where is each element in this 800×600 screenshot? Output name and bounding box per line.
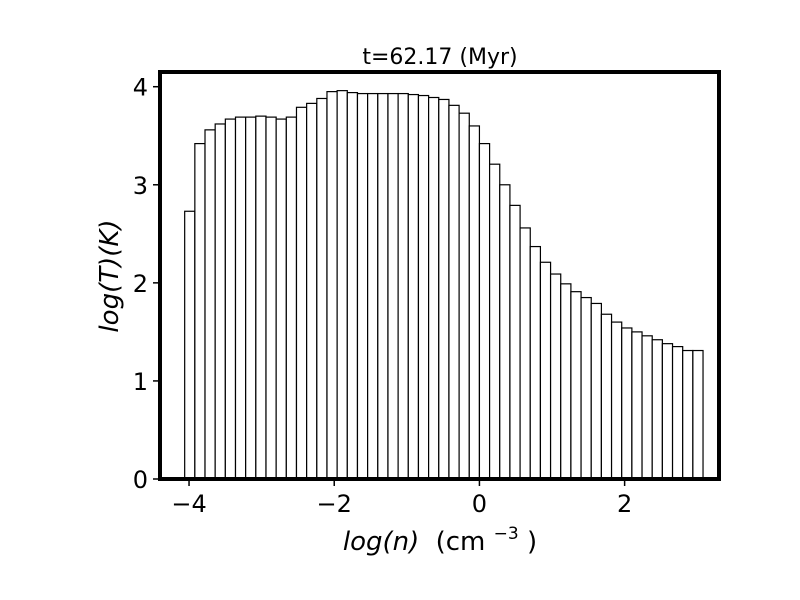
x-axis-unit-base: (cm [436,527,486,557]
histogram-bar [560,283,572,480]
histogram-bar [377,92,389,480]
histogram-bar [265,116,277,480]
plot-frame [158,70,721,481]
histogram-bar [275,118,287,480]
histogram-bar [336,90,348,480]
histogram-bar [397,92,409,480]
histogram-bar [580,296,592,480]
histogram-bar [295,106,308,480]
x-axis-label: log(n) (cm −3 ) [343,516,537,557]
histogram-bar [468,125,481,480]
y-tick-label: 3 [133,172,148,200]
histogram-bar [590,302,602,480]
histogram-bar [610,321,623,480]
histogram-bar [346,91,359,480]
histogram-bar [306,102,318,480]
chart-title: t=62.17 (Myr) [362,45,517,70]
histogram-bar [600,313,613,480]
histogram-bar [529,245,542,480]
histogram-bar [438,98,450,480]
histogram-bar [499,184,511,480]
histogram-bar [621,327,633,480]
histogram-bar [224,118,237,480]
histogram-bar [184,210,196,480]
histogram-bar [519,227,531,480]
histogram-bar [387,92,399,480]
y-tick-label: 0 [133,466,148,494]
histogram-bar [194,142,206,480]
histogram-bar [234,116,247,480]
histogram-bar [326,91,338,480]
histogram-bar [448,104,460,480]
histogram-bar [356,92,369,480]
histogram-bar [692,349,704,480]
histogram-bar [478,142,491,480]
histogram-bar [651,339,663,480]
histogram-bar [367,92,379,480]
y-ticks-group: 0 1 2 3 4 [133,74,160,494]
x-tick-label: 0 [472,490,487,518]
histogram-bar [204,129,216,480]
x-axis-unit-close: ) [527,527,537,557]
histogram-bar [682,349,694,480]
histogram-bar [631,331,643,480]
x-tick-label: −2 [317,490,352,518]
histogram-bar [316,97,328,480]
histogram-bar [417,94,430,480]
x-tick-label: 2 [617,490,632,518]
histogram-bar [245,116,257,480]
histogram-bar [285,116,298,480]
x-ticks-group: −4 −2 0 2 [171,479,632,518]
histogram-bar [214,123,226,480]
x-axis-unit-exponent: −3 [494,524,519,544]
x-tick-label: −4 [171,490,206,518]
y-tick-label: 2 [133,270,148,298]
y-tick-label: 4 [133,74,148,102]
y-axis-label: log(T)(K) [95,219,125,332]
y-tick-label: 1 [133,368,148,396]
x-axis-variable: log(n) [343,527,419,557]
histogram-bar [428,96,440,480]
histogram-bar [509,204,521,480]
histogram-bar [671,346,684,480]
histogram-bar [549,273,562,480]
histogram-bar [539,261,552,480]
histogram-bar [641,335,653,480]
histogram-bar [255,115,267,480]
histogram-bar [570,291,582,480]
histogram-bar [488,163,501,480]
histogram-bar [407,93,420,480]
histogram-bar [458,112,470,480]
histogram-bar [661,343,674,480]
